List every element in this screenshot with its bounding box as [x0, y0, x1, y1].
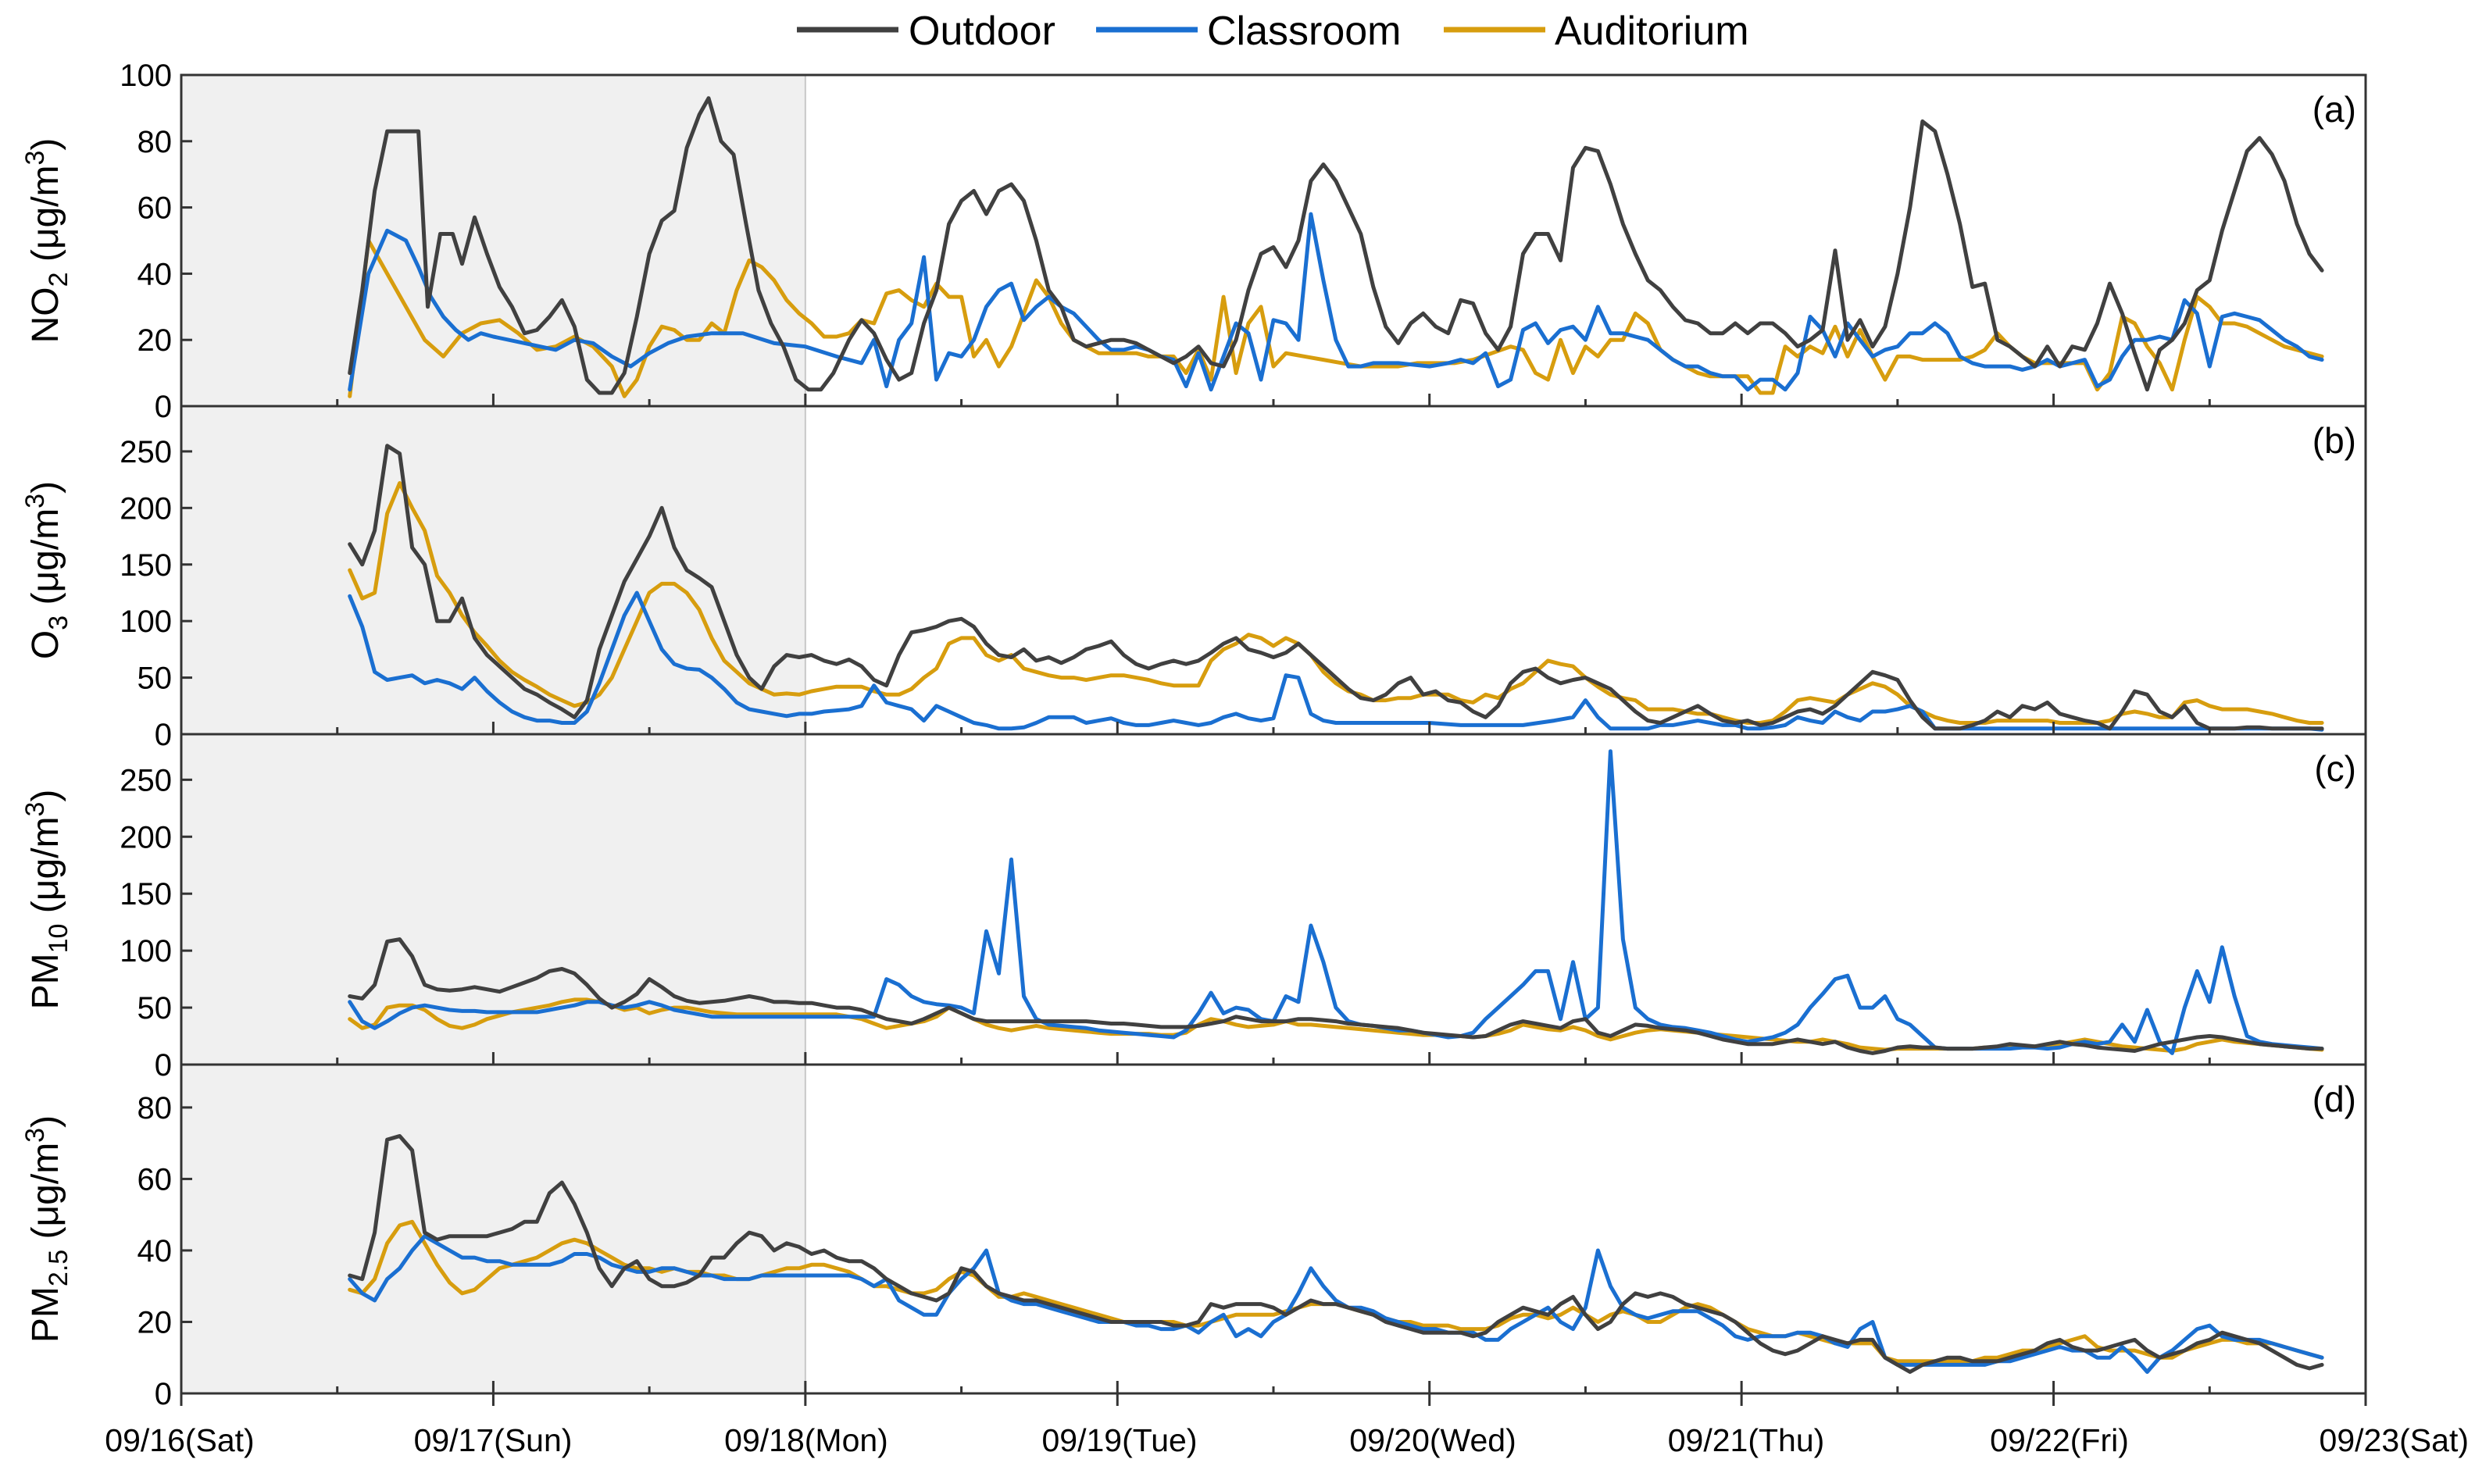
y-axis-label-part-pm10-2: (μg/m	[25, 817, 66, 924]
weekend-shade-o3	[181, 406, 805, 734]
series-line-outdoor-o3	[348, 444, 2324, 731]
legend-label-classroom: Classroom	[1207, 9, 1402, 54]
panel-pm25: 0 20 40 60 80 (d) PM2.5 (μg/m3)	[20, 1063, 2367, 1411]
y-axis-label-part-pm10-3: 3	[20, 802, 50, 817]
y-axis-label-part-pm10-1: 10	[44, 924, 73, 954]
x-tick-label-1: 09/17(Sun)	[414, 1422, 573, 1458]
y-tick-label-o3-250: 250	[120, 435, 172, 469]
y-axis-label-part-no2-0: NO	[25, 287, 66, 343]
y-axis-label-pm10: PM10 (μg/m3)	[20, 790, 73, 1010]
weekend-shade-pm25	[181, 1065, 805, 1393]
x-tick-label-6: 09/22(Fri)	[1990, 1422, 2129, 1458]
y-tick-label-no2-40: 40	[138, 257, 173, 291]
y-tick-label-no2-100: 100	[120, 59, 172, 93]
y-axis-label-part-no2-3: 3	[20, 151, 50, 166]
legend-label-auditorium: Auditorium	[1555, 9, 1749, 54]
x-tick-label-4: 09/20(Wed)	[1349, 1422, 1516, 1458]
y-axis-label-part-o3-3: 3	[20, 494, 50, 508]
panel-pm10: 0 50 100 150 200 250 (c) PM10 (μg/m3)	[20, 733, 2367, 1083]
y-tick-label-pm10-200: 200	[120, 820, 172, 854]
legend: Outdoor Classroom Auditorium	[797, 9, 1749, 54]
x-tick-label-7: 09/23(Sat)	[2320, 1422, 2469, 1458]
x-axis-tick-labels: 09/16(Sat) 09/17(Sun) 09/18(Mon) 09/19(T…	[105, 1422, 2469, 1458]
x-tick-label-2: 09/18(Mon)	[724, 1422, 888, 1458]
y-tick-label-o3-200: 200	[120, 491, 172, 526]
x-tick-label-5: 09/21(Thu)	[1668, 1422, 1825, 1458]
y-tick-label-pm10-0: 0	[155, 1048, 172, 1083]
panel-no2: 0 20 40 60 80 100 (a) NO2 (μg/m3)	[20, 59, 2367, 424]
weekend-shade-no2	[181, 75, 805, 406]
y-tick-label-no2-60: 60	[138, 191, 173, 226]
y-axis-label-part-o3-0: O	[25, 630, 66, 659]
y-tick-label-no2-0: 0	[155, 390, 172, 424]
legend-label-outdoor: Outdoor	[909, 9, 1055, 54]
y-axis-label-no2: NO2 (μg/m3)	[20, 138, 73, 344]
panel-label-o3: (b)	[2312, 420, 2356, 461]
series-line-outdoor-pm25	[348, 1134, 2324, 1374]
y-tick-label-no2-80: 80	[138, 125, 173, 159]
y-tick-label-o3-150: 150	[120, 548, 172, 583]
y-tick-label-pm10-250: 250	[120, 763, 172, 797]
y-axis-label-part-pm10-0: PM	[25, 953, 66, 1009]
y-tick-label-o3-100: 100	[120, 605, 172, 639]
y-tick-label-pm10-100: 100	[120, 934, 172, 969]
y-tick-label-pm25-40: 40	[138, 1234, 173, 1268]
y-axis-label-o3: O3 (μg/m3)	[20, 481, 73, 659]
y-axis-label-part-pm25-4: )	[25, 1115, 66, 1128]
x-tick-label-0: 09/16(Sat)	[105, 1422, 254, 1458]
y-tick-label-pm10-150: 150	[120, 877, 172, 911]
y-tick-label-o3-50: 50	[138, 662, 173, 696]
y-axis-label-part-o3-1: 3	[44, 615, 73, 630]
y-axis-label-part-o3-4: )	[25, 481, 66, 494]
y-axis-label-part-pm25-2: (μg/m	[25, 1143, 66, 1250]
y-axis-label-part-pm25-1: 2.5	[44, 1250, 73, 1286]
y-axis-label-part-no2-2: (μg/m	[25, 165, 66, 272]
y-axis-label-part-no2-4: )	[25, 138, 66, 151]
y-axis-label-part-pm10-4: )	[25, 790, 66, 802]
y-tick-label-pm25-60: 60	[138, 1162, 173, 1197]
series-line-auditorium-o3	[348, 481, 2324, 725]
panel-label-pm25: (d)	[2312, 1079, 2356, 1119]
y-axis-label-part-pm25-3: 3	[20, 1128, 50, 1143]
panel-label-pm10: (c)	[2314, 748, 2356, 789]
y-axis-label-part-no2-1: 2	[44, 272, 73, 287]
series-line-outdoor-pm10	[348, 937, 2324, 1055]
y-tick-label-o3-0: 0	[155, 718, 172, 752]
y-axis-label-pm25: PM2.5 (μg/m3)	[20, 1115, 73, 1343]
y-tick-label-pm25-80: 80	[138, 1091, 173, 1125]
y-tick-label-no2-20: 20	[138, 323, 173, 358]
y-axis-label-part-o3-2: (μg/m	[25, 508, 66, 615]
x-tick-label-3: 09/19(Tue)	[1041, 1422, 1197, 1458]
y-axis-label-part-pm25-0: PM	[25, 1286, 66, 1343]
series-line-outdoor-no2	[348, 96, 2324, 395]
y-tick-label-pm25-20: 20	[138, 1305, 173, 1340]
y-tick-label-pm10-50: 50	[138, 991, 173, 1026]
panel-label-no2: (a)	[2312, 89, 2356, 130]
y-tick-label-pm25-0: 0	[155, 1377, 172, 1411]
